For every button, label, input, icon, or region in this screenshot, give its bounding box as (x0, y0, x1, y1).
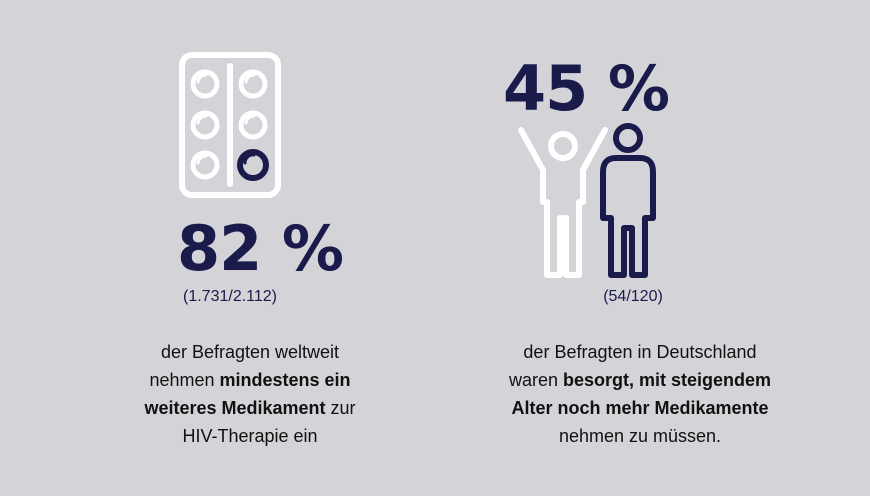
ratio-germany: (54/120) (603, 288, 663, 305)
percent-germany: 45 % (503, 52, 670, 125)
stat-panel-worldwide: 82 % (1.731/2.112) der Befragten weltwei… (144, 52, 356, 446)
worried-people-icon (518, 123, 656, 278)
desc-line: der Befragten in Deutschland (523, 342, 757, 362)
desc-line: Alter noch mehr Medikamente (511, 398, 769, 418)
desc-line: der Befragten weltweit (160, 342, 340, 362)
ratio-worldwide: (1.731/2.112) (183, 288, 277, 305)
desc-line: waren besorgt, mit steigendem (508, 370, 772, 390)
desc-line: weiteres Medikament zur (144, 398, 356, 418)
description-germany: der Befragten in Deutschland waren besor… (435, 338, 845, 450)
desc-line: nehmen mindestens ein (149, 370, 351, 390)
desc-line: nehmen zu müssen. (558, 426, 722, 446)
stat-panel-germany: 45 % (54/120) der Befragten in Deutschla… (435, 0, 870, 496)
desc-line: HIV-Therapie ein (182, 426, 318, 446)
description-worldwide: der Befragten weltweit nehmen mindestens… (60, 338, 440, 450)
pill-blister-pack-icon (179, 52, 281, 198)
percent-worldwide: 82 % (177, 212, 344, 285)
